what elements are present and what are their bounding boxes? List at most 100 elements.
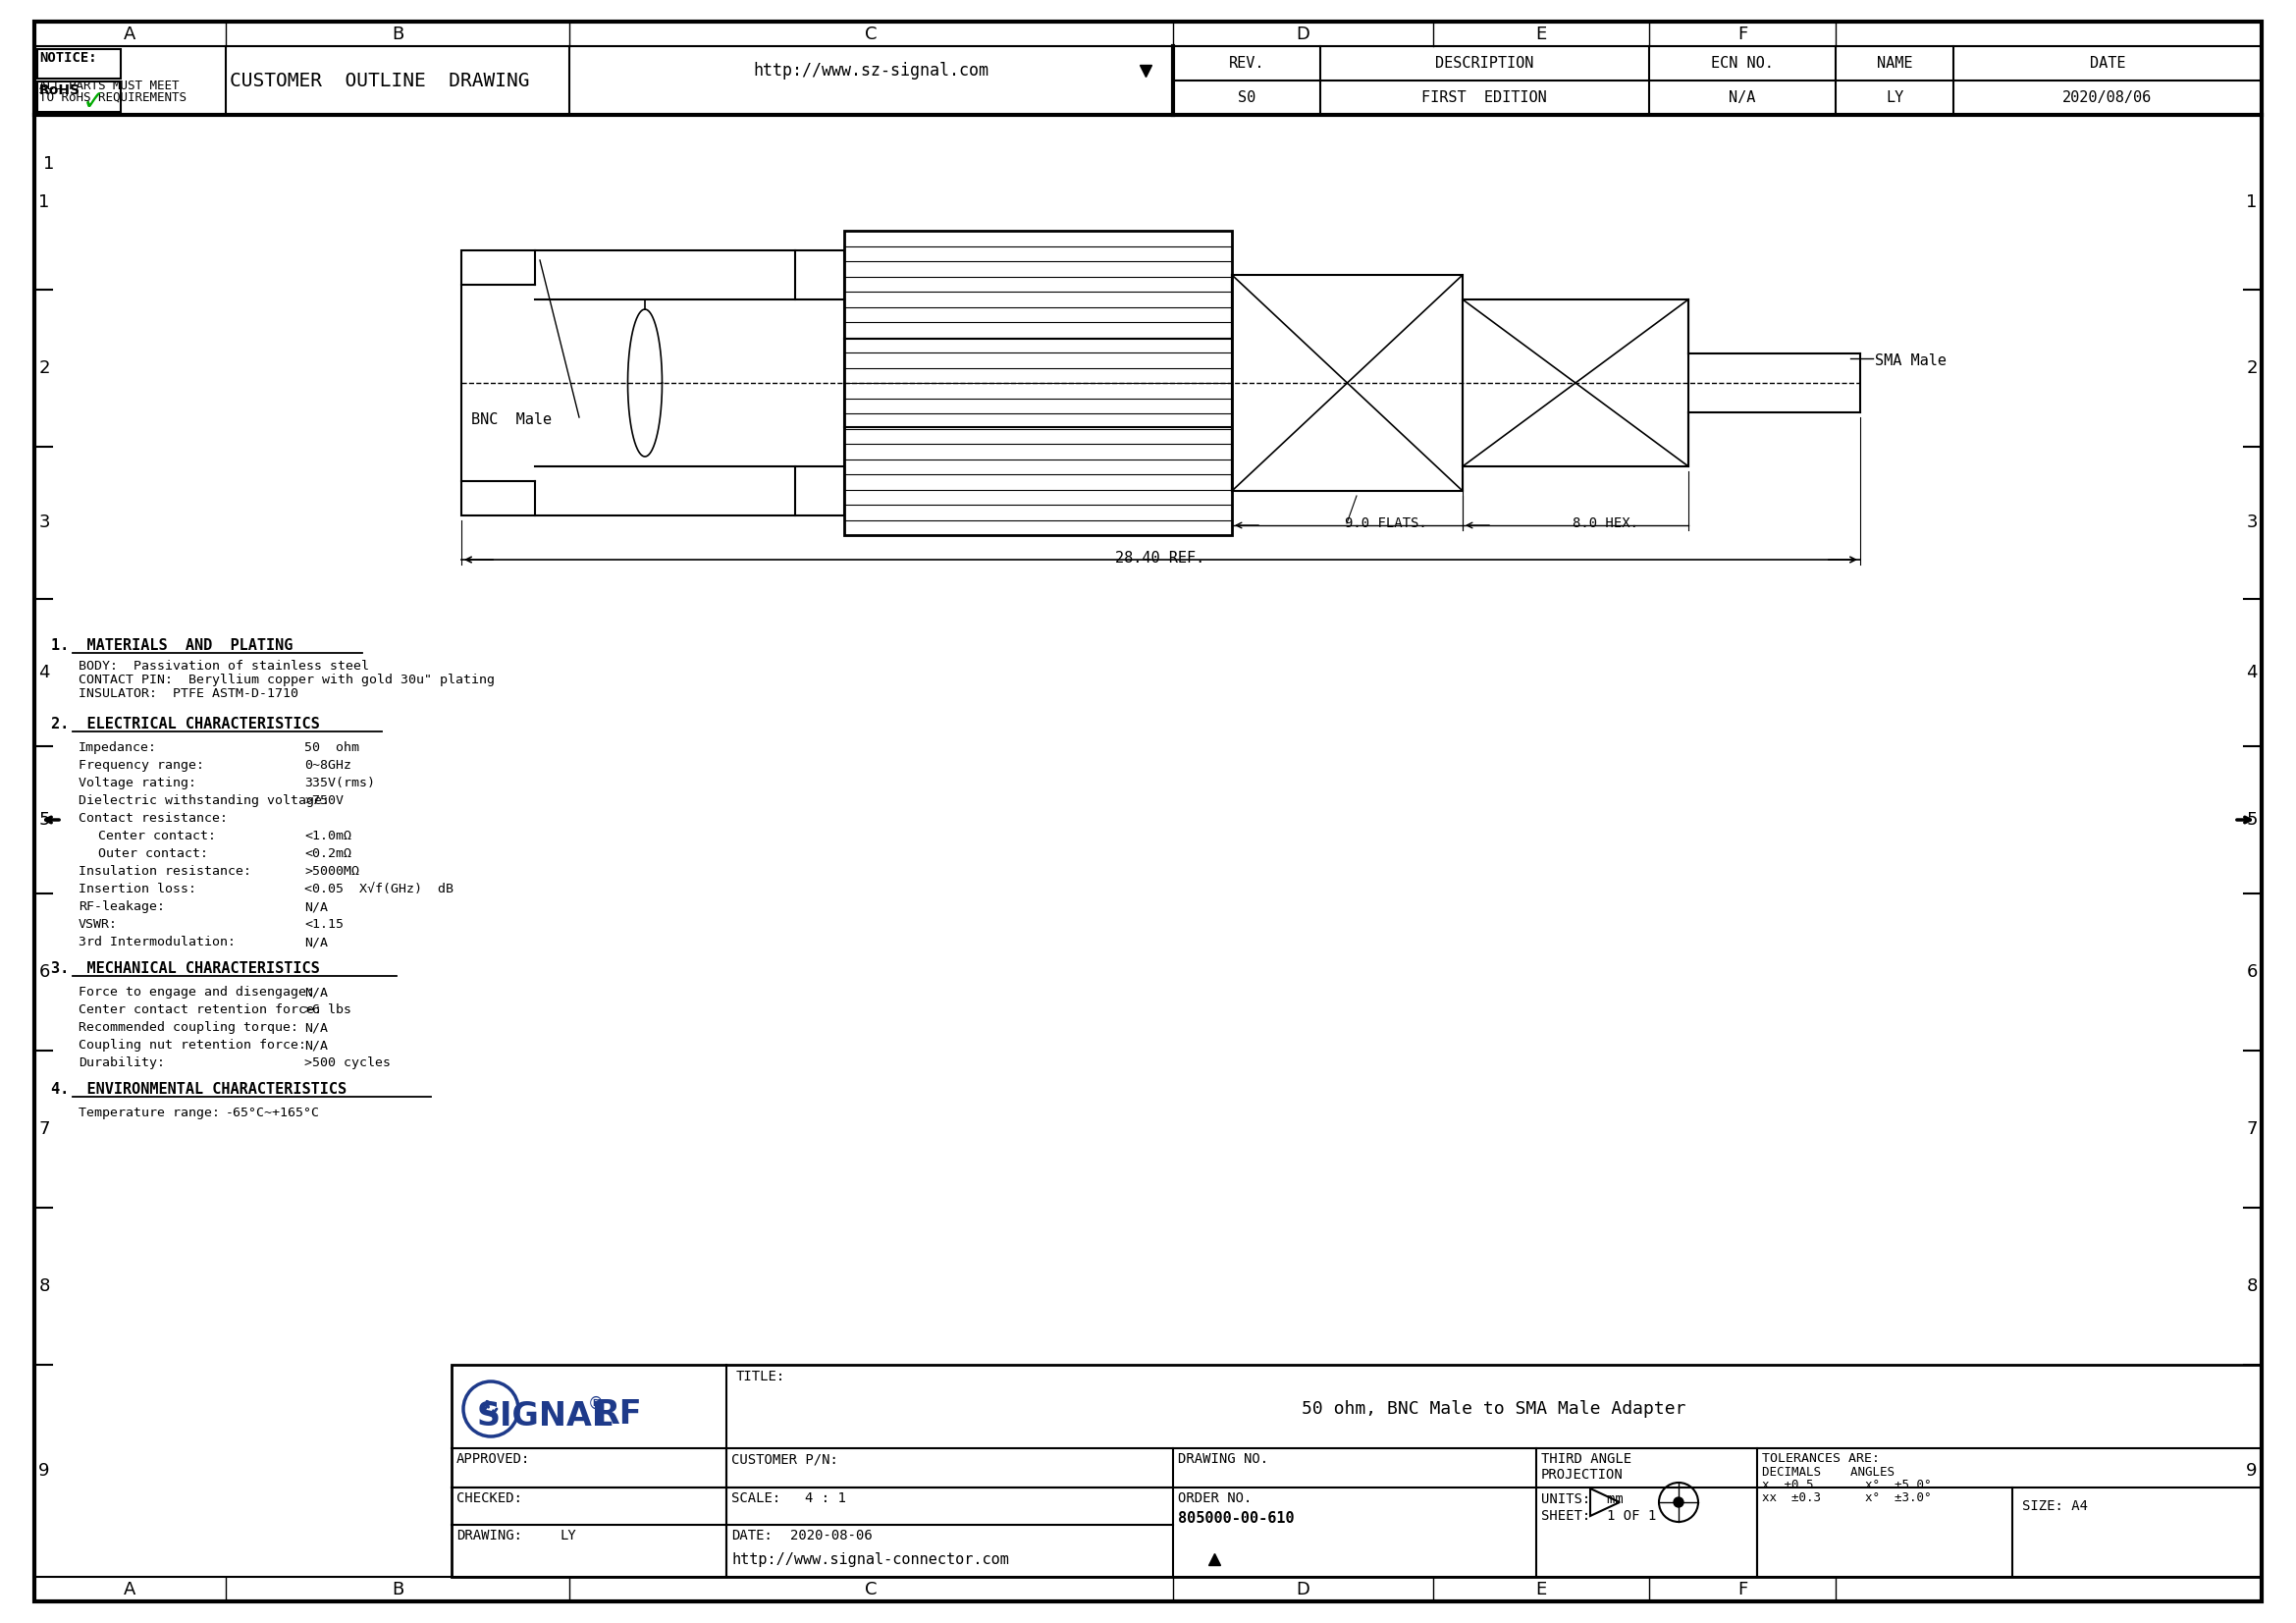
Text: 28.40 REF.: 28.40 REF. — [1116, 550, 1205, 565]
Bar — [37, 49, 122, 78]
Text: 2.  ELECTRICAL CHARACTERISTICS: 2. ELECTRICAL CHARACTERISTICS — [51, 717, 319, 732]
Text: 1: 1 — [2245, 193, 2257, 211]
Text: Dielectric withstanding voltage:: Dielectric withstanding voltage: — [78, 794, 331, 807]
Text: RoHS: RoHS — [39, 83, 80, 97]
Text: xx  ±0.3      x°  ±3.0°: xx ±0.3 x° ±3.0° — [1761, 1492, 1931, 1505]
Text: SIGNAL: SIGNAL — [478, 1401, 613, 1433]
Text: DESCRIPTION: DESCRIPTION — [1435, 55, 1534, 71]
Text: 7: 7 — [2245, 1120, 2257, 1138]
Text: 9.0 FLATS.: 9.0 FLATS. — [1345, 516, 1428, 531]
Text: N/A: N/A — [305, 1039, 328, 1052]
Text: http://www.signal-connector.com: http://www.signal-connector.com — [732, 1552, 1010, 1566]
Text: SMA Male: SMA Male — [1876, 354, 1947, 368]
Text: THIRD ANGLE: THIRD ANGLE — [1541, 1453, 1632, 1466]
Text: <0.2mΩ: <0.2mΩ — [305, 847, 351, 860]
Text: >6 lbs: >6 lbs — [305, 1003, 351, 1016]
Text: Outer contact:: Outer contact: — [99, 847, 209, 860]
Text: TO RoHS REQUIREMENTS: TO RoHS REQUIREMENTS — [39, 91, 186, 104]
Text: ECN NO.: ECN NO. — [1711, 55, 1775, 71]
Text: 4 : 1: 4 : 1 — [806, 1492, 845, 1505]
Bar — [37, 81, 122, 112]
Text: >5000MΩ: >5000MΩ — [305, 865, 358, 878]
Text: DRAWING:: DRAWING: — [457, 1529, 521, 1542]
Text: DATE: DATE — [2089, 55, 2126, 71]
Text: >750V: >750V — [305, 794, 344, 807]
Text: Center contact retention force:: Center contact retention force: — [78, 1003, 321, 1016]
Text: A: A — [124, 1581, 135, 1599]
Text: 3rd Intermodulation:: 3rd Intermodulation: — [78, 936, 236, 948]
Text: DATE:: DATE: — [732, 1529, 771, 1542]
Text: 1: 1 — [39, 193, 51, 211]
Text: Impedance:: Impedance: — [78, 742, 156, 755]
Bar — [452, 1365, 2262, 1578]
Text: RF: RF — [595, 1399, 643, 1431]
Text: Insertion loss:: Insertion loss: — [78, 883, 197, 896]
Text: Force to engage and disengage:: Force to engage and disengage: — [78, 985, 315, 998]
Circle shape — [1674, 1498, 1683, 1508]
Text: DRAWING NO.: DRAWING NO. — [1178, 1453, 1267, 1466]
Bar — [461, 250, 845, 516]
Text: SHEET:  1 OF 1: SHEET: 1 OF 1 — [1541, 1509, 1655, 1522]
Text: 2: 2 — [39, 359, 51, 377]
Text: 2: 2 — [2245, 359, 2257, 377]
Text: E: E — [1536, 1581, 1548, 1599]
Text: 7: 7 — [39, 1120, 51, 1138]
Text: RF-leakage:: RF-leakage: — [78, 901, 165, 914]
Text: 805000-00-610: 805000-00-610 — [1178, 1511, 1295, 1526]
Text: TITLE:: TITLE: — [737, 1370, 785, 1383]
Bar — [845, 230, 1233, 536]
Text: 2020-08-06: 2020-08-06 — [790, 1529, 872, 1542]
Text: PROJECTION: PROJECTION — [1541, 1467, 1623, 1482]
Text: D: D — [1295, 24, 1309, 42]
Text: Coupling nut retention force:: Coupling nut retention force: — [78, 1039, 305, 1052]
Text: C: C — [866, 24, 877, 42]
Text: ALL PARTS MUST MEET: ALL PARTS MUST MEET — [39, 80, 179, 93]
Text: REV.: REV. — [1228, 55, 1265, 71]
Bar — [1233, 274, 1463, 490]
Text: TOLERANCES ARE:: TOLERANCES ARE: — [1761, 1453, 1880, 1466]
Text: INSULATOR:  PTFE ASTM-D-1710: INSULATOR: PTFE ASTM-D-1710 — [78, 687, 298, 700]
Text: NAME: NAME — [1876, 55, 1913, 71]
Text: 4.  ENVIRONMENTAL CHARACTERISTICS: 4. ENVIRONMENTAL CHARACTERISTICS — [51, 1083, 347, 1097]
Text: x  ±0.5       x°  ±5.0°: x ±0.5 x° ±5.0° — [1761, 1479, 1931, 1492]
Text: C: C — [866, 1581, 877, 1599]
Text: ORDER NO.: ORDER NO. — [1178, 1492, 1251, 1505]
Text: 50 ohm, BNC Male to SMA Male Adapter: 50 ohm, BNC Male to SMA Male Adapter — [1302, 1401, 1685, 1419]
Text: FIRST  EDITION: FIRST EDITION — [1421, 91, 1548, 105]
Text: 6: 6 — [2245, 962, 2257, 980]
Text: DECIMALS    ANGLES: DECIMALS ANGLES — [1761, 1466, 1894, 1479]
Text: 3: 3 — [2245, 513, 2257, 531]
Text: 3: 3 — [39, 513, 51, 531]
Text: 5: 5 — [39, 812, 51, 829]
Text: 8.0 HEX.: 8.0 HEX. — [1573, 516, 1637, 531]
Text: 4: 4 — [2245, 664, 2257, 682]
Text: >500 cycles: >500 cycles — [305, 1057, 390, 1070]
Text: APPROVED:: APPROVED: — [457, 1453, 530, 1466]
Text: N/A: N/A — [305, 901, 328, 914]
Text: N/A: N/A — [305, 936, 328, 948]
Text: F: F — [1738, 1581, 1747, 1599]
Text: 8: 8 — [39, 1277, 51, 1295]
Text: http://www.sz-signal.com: http://www.sz-signal.com — [753, 62, 990, 80]
Text: ®: ® — [588, 1396, 604, 1414]
Text: 335V(rms): 335V(rms) — [305, 777, 374, 789]
Text: 8: 8 — [2245, 1277, 2257, 1295]
Text: 50  ohm: 50 ohm — [305, 742, 358, 755]
Text: 1: 1 — [44, 156, 55, 172]
Text: ✓: ✓ — [83, 88, 106, 115]
Text: CUSTOMER P/N:: CUSTOMER P/N: — [732, 1453, 838, 1466]
Text: 0~8GHz: 0~8GHz — [305, 760, 351, 771]
Text: Durability:: Durability: — [78, 1057, 165, 1070]
Text: D: D — [1295, 1581, 1309, 1599]
Text: B: B — [393, 24, 404, 42]
Text: <1.0mΩ: <1.0mΩ — [305, 829, 351, 842]
Text: Frequency range:: Frequency range: — [78, 760, 204, 771]
Text: S0: S0 — [1238, 91, 1256, 105]
Text: N/A: N/A — [305, 1021, 328, 1034]
Text: LY: LY — [1885, 91, 1903, 105]
Text: 3.  MECHANICAL CHARACTERISTICS: 3. MECHANICAL CHARACTERISTICS — [51, 961, 319, 975]
Text: N/A: N/A — [1729, 91, 1756, 105]
Text: 4: 4 — [39, 664, 51, 682]
Text: SIZE: A4: SIZE: A4 — [2023, 1500, 2087, 1513]
Text: Temperature range:: Temperature range: — [78, 1107, 220, 1120]
